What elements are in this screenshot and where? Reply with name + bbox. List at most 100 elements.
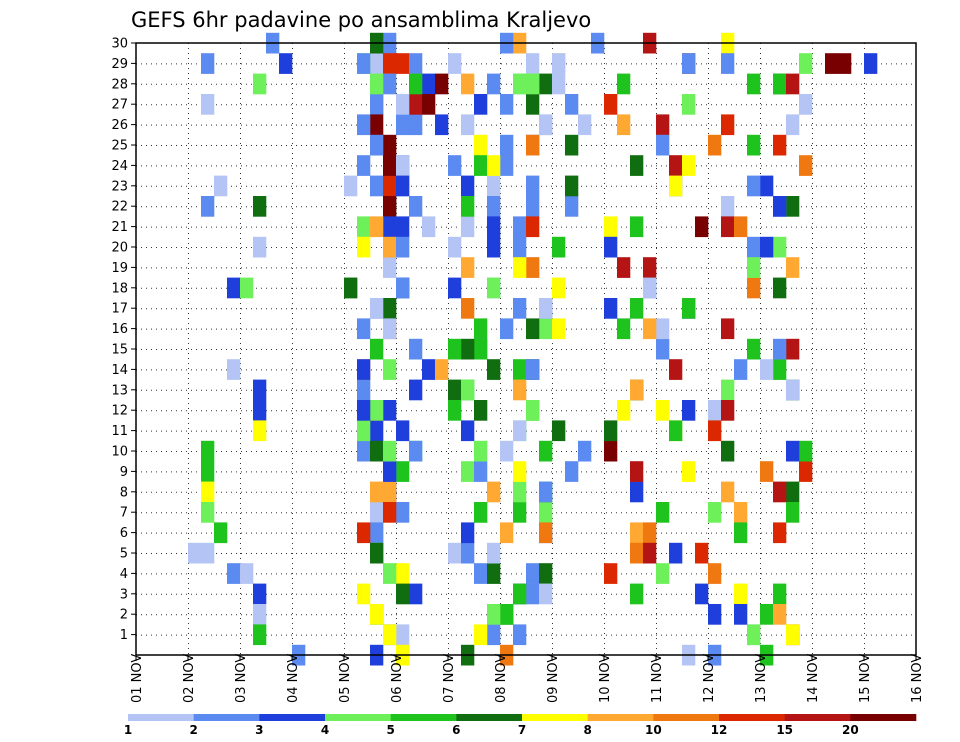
data-cell bbox=[786, 114, 800, 136]
y-tick-label: 19 bbox=[111, 261, 128, 276]
data-cell bbox=[383, 624, 397, 646]
data-cell bbox=[383, 257, 397, 278]
data-cell bbox=[448, 379, 462, 401]
data-cell bbox=[747, 277, 761, 299]
data-cell bbox=[383, 318, 397, 340]
data-cell bbox=[461, 338, 475, 360]
data-cell bbox=[357, 400, 371, 421]
data-cell bbox=[656, 114, 670, 136]
legend-swatch bbox=[587, 714, 654, 721]
data-cell bbox=[526, 400, 540, 421]
data-cell bbox=[721, 400, 735, 421]
y-tick-label: 18 bbox=[111, 281, 128, 296]
data-cell bbox=[721, 216, 735, 238]
y-tick-label: 15 bbox=[111, 343, 128, 358]
data-cell bbox=[474, 94, 488, 115]
data-cell bbox=[747, 73, 761, 95]
data-cell bbox=[370, 420, 384, 442]
data-cell bbox=[526, 175, 540, 197]
data-cell bbox=[526, 134, 540, 156]
legend-label: 4 bbox=[321, 723, 329, 737]
data-cell bbox=[773, 359, 787, 380]
data-cell bbox=[747, 624, 761, 646]
data-cell bbox=[357, 440, 371, 462]
data-cell bbox=[526, 257, 540, 278]
data-cell bbox=[695, 583, 709, 605]
data-cell bbox=[526, 563, 540, 584]
data-cell bbox=[396, 175, 410, 197]
data-cell bbox=[500, 155, 514, 176]
legend-label: 2 bbox=[189, 723, 197, 737]
legend-swatch bbox=[850, 714, 917, 721]
data-cell bbox=[760, 604, 774, 625]
data-cell bbox=[396, 236, 410, 258]
data-cell bbox=[396, 277, 410, 299]
data-cell bbox=[747, 175, 761, 197]
data-cell bbox=[448, 542, 462, 564]
data-cell bbox=[461, 175, 475, 197]
data-cell bbox=[383, 359, 397, 380]
data-cell bbox=[786, 73, 800, 95]
data-cell bbox=[773, 73, 787, 95]
x-tick-label: 02 NOV bbox=[182, 654, 197, 703]
x-tick-label: 05 NOV bbox=[338, 654, 353, 703]
data-cell bbox=[513, 461, 527, 482]
data-cell bbox=[669, 542, 683, 564]
data-cell bbox=[383, 236, 397, 258]
data-cell bbox=[396, 155, 410, 176]
x-tick-label: 06 NOV bbox=[390, 654, 405, 703]
data-cell bbox=[539, 522, 553, 544]
data-cell bbox=[604, 563, 618, 584]
data-cell bbox=[396, 94, 410, 115]
data-cell bbox=[500, 134, 514, 156]
data-cell bbox=[370, 604, 384, 625]
data-cell bbox=[773, 236, 787, 258]
data-cell bbox=[747, 134, 761, 156]
data-cell bbox=[578, 440, 592, 462]
data-cell bbox=[474, 502, 488, 523]
data-cell bbox=[656, 318, 670, 340]
data-cell bbox=[526, 359, 540, 380]
data-cell bbox=[409, 379, 423, 401]
data-cell bbox=[734, 583, 748, 605]
data-cell bbox=[357, 359, 371, 380]
data-cell bbox=[760, 175, 774, 197]
data-cell bbox=[383, 502, 397, 523]
x-tick-label: 12 NOV bbox=[702, 654, 717, 703]
chart-title: GEFS 6hr padavine po ansamblima Kraljevo bbox=[131, 8, 591, 32]
data-cell bbox=[773, 583, 787, 605]
data-cell bbox=[604, 216, 618, 238]
data-cell bbox=[526, 196, 540, 217]
data-cell bbox=[253, 379, 267, 401]
data-cell bbox=[253, 624, 267, 646]
data-cell bbox=[240, 277, 254, 299]
data-cell bbox=[656, 502, 670, 523]
data-cell bbox=[201, 502, 215, 523]
data-cell bbox=[188, 542, 202, 564]
data-cell bbox=[396, 461, 410, 482]
data-cell bbox=[383, 563, 397, 584]
data-cell bbox=[461, 542, 475, 564]
data-cell bbox=[669, 420, 683, 442]
data-cell bbox=[708, 502, 722, 523]
legend-swatch bbox=[456, 714, 523, 721]
data-cell bbox=[695, 216, 709, 238]
x-tick-label: 14 NOV bbox=[806, 654, 821, 703]
data-cell bbox=[773, 522, 787, 544]
legend-swatch bbox=[784, 714, 851, 721]
legend-swatch bbox=[325, 714, 391, 721]
data-cell bbox=[201, 94, 215, 115]
data-cell bbox=[539, 298, 553, 319]
data-cell bbox=[500, 604, 514, 625]
data-cell bbox=[643, 277, 657, 299]
data-cell bbox=[513, 583, 527, 605]
data-cell bbox=[370, 94, 384, 115]
data-cell bbox=[552, 73, 566, 95]
data-cell bbox=[513, 420, 527, 442]
data-cell bbox=[643, 522, 657, 544]
data-cell bbox=[370, 440, 384, 462]
data-cell bbox=[721, 318, 735, 340]
data-cell bbox=[565, 461, 579, 482]
data-cell bbox=[396, 420, 410, 442]
data-cell bbox=[799, 94, 813, 115]
